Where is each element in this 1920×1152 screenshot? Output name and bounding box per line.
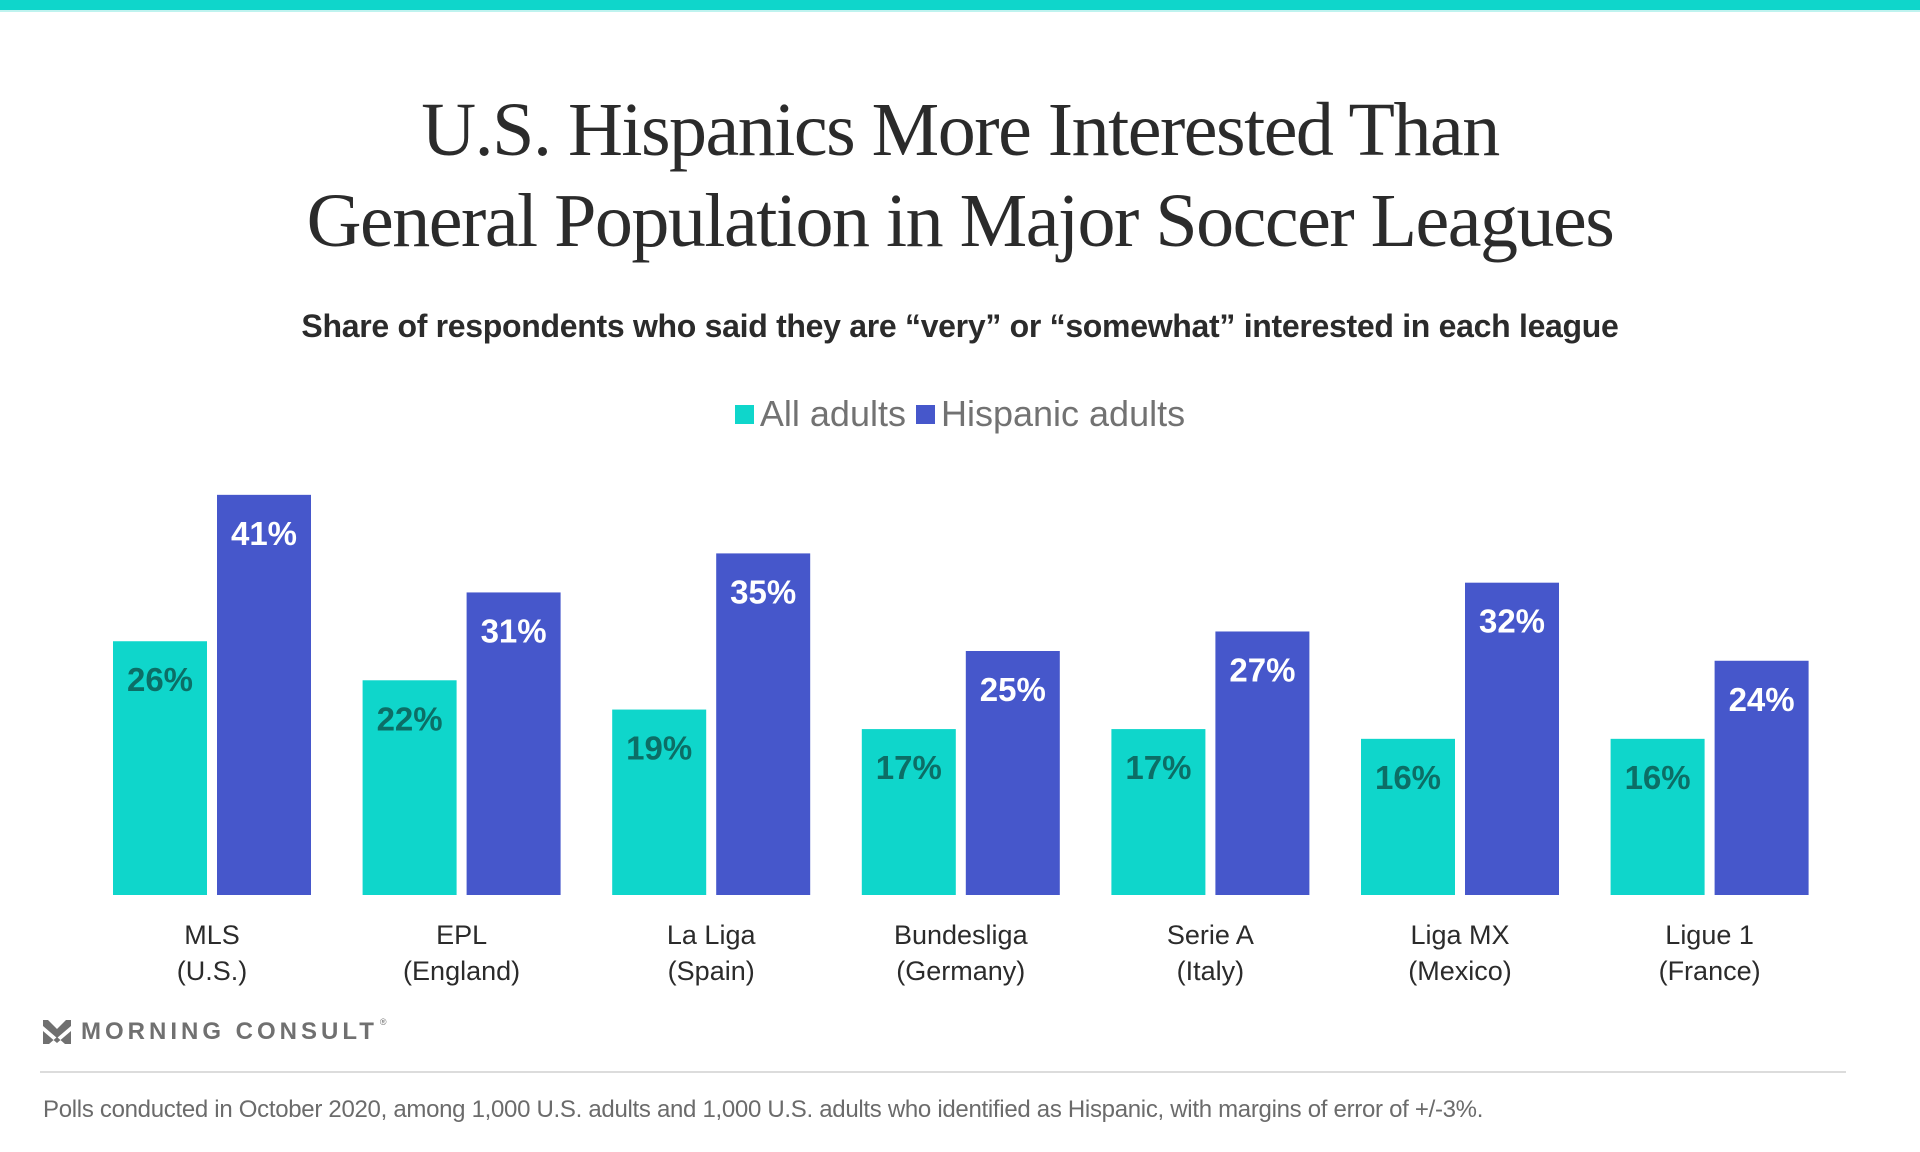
data-label-hispanic-adults: 32% (1479, 603, 1545, 640)
bar-group: 17% 25% Bundesliga (Germany) (861, 651, 1060, 986)
category-country-label: (Germany) (896, 956, 1025, 986)
logo-text: MORNING CONSULT (81, 1018, 378, 1045)
bar-all-adults (1111, 729, 1206, 895)
bar-all-adults (1610, 738, 1705, 895)
bar-group: 16% 32% Liga MX (Mexico) (1361, 582, 1559, 986)
data-label-all-adults: 17% (876, 749, 942, 786)
category-country-label: (England) (403, 956, 520, 986)
bar-all-adults (861, 729, 956, 895)
bar-hispanic-adults (217, 494, 311, 895)
data-label-all-adults: 19% (626, 730, 692, 767)
data-label-hispanic-adults: 41% (231, 515, 297, 552)
chart-title-line-1: U.S. Hispanics More Interested Than (421, 88, 1500, 172)
category-label: Bundesliga (894, 920, 1029, 950)
category-country-label: (Spain) (668, 956, 755, 986)
legend-label-hispanic-adults: Hispanic adults (940, 393, 1186, 434)
category-label: Serie A (1167, 920, 1254, 950)
data-label-all-adults: 17% (1125, 749, 1191, 786)
category-country-label: (Mexico) (1408, 956, 1512, 986)
category-country-label: (France) (1659, 956, 1761, 986)
bar-group: 26% 41% MLS (U.S.) (113, 494, 311, 986)
top-accent-bar-edge (0, 10, 1920, 12)
data-label-hispanic-adults: 25% (980, 671, 1046, 708)
category-country-label: (U.S.) (177, 956, 248, 986)
legend-label-all-adults: All adults (759, 393, 906, 434)
morning-consult-chevron-icon (43, 1020, 71, 1044)
data-label-hispanic-adults: 35% (730, 573, 796, 610)
chart-title-line-2: General Population in Major Soccer Leagu… (306, 179, 1615, 263)
morning-consult-logo: MORNING CONSULT ® (43, 1017, 395, 1046)
bar-all-adults (1361, 738, 1455, 895)
legend-swatch-all-adults (734, 404, 754, 424)
bar-all-adults (612, 709, 707, 895)
footer-divider (40, 1071, 1846, 1073)
category-label: Ligue 1 (1665, 920, 1754, 950)
data-label-hispanic-adults: 27% (1229, 651, 1295, 688)
bar-hispanic-adults (965, 651, 1060, 895)
category-label: Liga MX (1410, 920, 1509, 950)
bar-hispanic-adults (466, 592, 561, 895)
legend-item-hispanic-adults: Hispanic adults (915, 393, 1186, 435)
data-label-hispanic-adults: 24% (1729, 681, 1795, 718)
category-country-label: (Italy) (1177, 956, 1245, 986)
data-label-all-adults: 26% (127, 661, 193, 698)
footnote: Polls conducted in October 2020, among 1… (43, 1096, 1484, 1123)
data-label-all-adults: 22% (377, 700, 443, 737)
category-label: EPL (436, 920, 487, 950)
data-label-all-adults: 16% (1625, 759, 1691, 796)
bar-group: 16% 24% Ligue 1 (France) (1610, 660, 1809, 986)
legend-item-all-adults: All adults (734, 393, 906, 435)
bar-group: 17% 27% Serie A (Italy) (1111, 631, 1310, 986)
category-label: La Liga (667, 920, 757, 950)
bar-hispanic-adults (1215, 631, 1310, 895)
bar-group: 19% 35% La Liga (Spain) (612, 553, 811, 986)
bar-group: 22% 31% EPL (England) (362, 592, 561, 986)
registered-mark: ® (379, 1017, 387, 1027)
bar-all-adults (362, 680, 457, 895)
top-accent-bar (0, 0, 1920, 10)
category-label: MLS (184, 920, 240, 950)
bar-hispanic-adults (1714, 660, 1809, 895)
bar-hispanic-adults (716, 553, 811, 895)
data-label-hispanic-adults: 31% (481, 612, 547, 649)
data-label-all-adults: 16% (1375, 759, 1441, 796)
legend-swatch-hispanic-adults (915, 404, 935, 424)
chart-subtitle: Share of respondents who said they are “… (301, 308, 1619, 344)
bar-hispanic-adults (1465, 582, 1559, 895)
bar-all-adults (113, 641, 207, 895)
legend: All adults Hispanic adults (0, 393, 1920, 435)
